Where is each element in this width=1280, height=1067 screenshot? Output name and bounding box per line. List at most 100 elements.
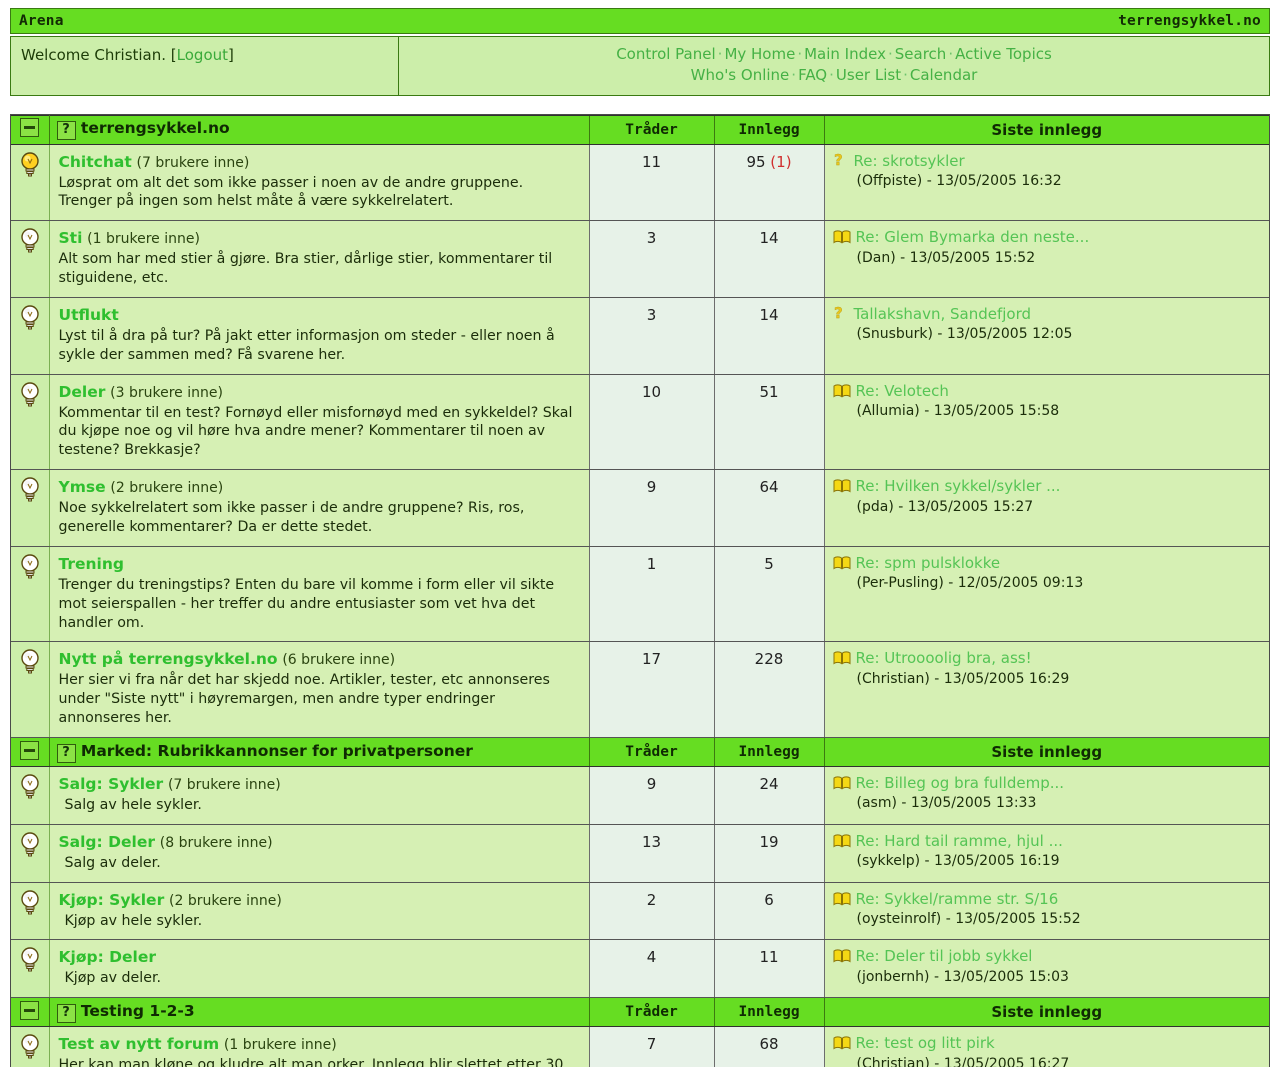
forum-link[interactable]: Kjøp: Sykler [58, 890, 165, 909]
forum-link[interactable]: Trening [58, 554, 125, 573]
forum-post-count: 5 [713, 546, 824, 643]
forum-row: Nytt på terrengsykkel.no (6 brukere inne… [11, 641, 1269, 739]
lightbulb-icon [21, 554, 39, 579]
forum-users-online: (1 brukere inne) [223, 1037, 337, 1054]
last-post-title-row: Re: Sykkel/ramme str. S/16 [833, 889, 1262, 909]
nav-my-home[interactable]: My Home [724, 45, 796, 63]
forum-link[interactable]: Salg: Deler [58, 832, 155, 851]
help-icon[interactable]: ? [56, 121, 76, 141]
lightbulb-icon [21, 1034, 39, 1059]
forum-name-cell: Sti (1 brukere inne) Alt som har med stie… [49, 220, 589, 298]
forum-users-online: (1 brukere inne) [87, 231, 200, 248]
book-icon [833, 230, 850, 244]
last-post-meta: (oysteinrolf) - 13/05/2005 15:52 [856, 911, 1081, 928]
last-post-link[interactable]: Re: Hard tail ramme, hjul ... [855, 831, 1063, 850]
book-icon [833, 556, 850, 570]
forum-name-cell: Salg: Sykler (7 brukere inne) Salg av hel… [49, 766, 589, 825]
forum-post-count: 19 [713, 824, 824, 883]
forum-link[interactable]: Kjøp: Deler [58, 948, 157, 967]
nav-sep: · [948, 45, 954, 63]
lightbulb-icon [21, 649, 39, 674]
last-post-link[interactable]: Re: Velotech [855, 381, 949, 400]
forum-description: Her sier vi fra når det har skjedd noe. … [58, 672, 550, 727]
last-post-link[interactable]: Re: skrotsykler [853, 151, 965, 170]
forum-row: Salg: Sykler (7 brukere inne) Salg av hel… [11, 766, 1269, 825]
category-collapse-button[interactable] [11, 114, 50, 145]
forum-last-post-cell: Re: Velotech (Allumia) - 13/05/2005 15:58 [823, 374, 1269, 471]
book-icon [833, 1036, 850, 1050]
forum-name-cell: Deler (3 brukere inne) Kommentar til en t… [49, 374, 589, 471]
last-post-link[interactable]: Re: Glem Bymarka den neste... [855, 228, 1090, 247]
board-name: Arena [19, 13, 64, 29]
forum-link[interactable]: Salg: Sykler [58, 775, 164, 794]
forum-last-post-cell: Re: Hvilken sykkel/sykler ... (pda) - 13/… [823, 469, 1269, 547]
forum-description: Kjøp av hele sykler. [64, 912, 203, 929]
last-post-link[interactable]: Re: Utroooolig bra, ass! [855, 649, 1032, 668]
forum-thread-count: 1 [588, 546, 714, 643]
last-post-link[interactable]: Re: Billeg og bra fulldemp... [855, 774, 1065, 793]
column-header-posts: Innlegg [713, 997, 824, 1028]
last-post-link[interactable]: Re: Deler til jobb sykkel [855, 947, 1033, 966]
book-icon [833, 651, 850, 665]
forum-link[interactable]: Test av nytt forum [58, 1035, 220, 1054]
forum-last-post-cell: Re: Hard tail ramme, hjul ... (sykkelp) -… [823, 824, 1269, 883]
book-icon [833, 776, 850, 790]
nav-main-index[interactable]: Main Index [804, 45, 886, 63]
minus-icon[interactable] [20, 740, 40, 760]
forum-thread-count: 7 [588, 1026, 714, 1067]
category-collapse-button[interactable] [11, 997, 50, 1028]
forum-link[interactable]: Deler [58, 382, 106, 401]
forum-status-cell [11, 939, 50, 999]
last-post-link[interactable]: Re: Sykkel/ramme str. S/16 [855, 889, 1059, 908]
help-icon[interactable]: ? [56, 743, 76, 763]
help-icon[interactable]: ? [56, 1003, 76, 1023]
svg-text:?: ? [834, 152, 843, 169]
forum-users-online: (6 brukere inne) [282, 652, 396, 669]
forum-status-cell [11, 824, 50, 883]
forum-name-cell: Ymse (2 brukere inne) Noe sykkelrelatert … [49, 469, 589, 547]
forum-row: Test av nytt forum (1 brukere inne) Her k… [11, 1026, 1269, 1067]
nav-calendar[interactable]: Calendar [909, 66, 978, 85]
column-header-last-post: Siste innlegg [823, 737, 1269, 768]
last-post-title-row: Re: Glem Bymarka den neste... [833, 227, 1262, 247]
forum-description: Noe sykkelrelatert som ikke passer i de … [58, 500, 525, 536]
forum-users-online: (8 brukere inne) [159, 834, 273, 851]
minus-icon[interactable] [20, 1000, 40, 1020]
last-post-meta: (sykkelp) - 13/05/2005 16:19 [856, 853, 1060, 870]
nav-sep: · [887, 45, 893, 63]
logout-link[interactable]: Logout [176, 46, 229, 64]
book-icon [833, 949, 850, 963]
forum-post-count: 228 [713, 641, 824, 739]
nav-faq[interactable]: FAQ [798, 66, 828, 85]
lightbulb-icon [21, 832, 39, 857]
category-title-cell: ? Testing 1-2-3 [49, 997, 589, 1028]
last-post-link[interactable]: Tallakshavn, Sandefjord [853, 304, 1032, 323]
forum-link[interactable]: Utflukt [58, 305, 119, 324]
forum-thread-count: 13 [588, 824, 714, 883]
lightbulb-icon [21, 381, 39, 407]
forum-link[interactable]: Chitchat [58, 152, 132, 171]
nav-user-list[interactable]: User List [835, 66, 902, 85]
forum-thread-count: 9 [588, 766, 714, 825]
lightbulb-icon [21, 774, 39, 799]
minus-icon[interactable] [20, 118, 40, 138]
forum-link[interactable]: Sti [58, 229, 83, 248]
nav-whos-online[interactable]: Who's Online [690, 66, 790, 85]
nav-sep: · [717, 45, 723, 63]
forum-users-online: (3 brukere inne) [110, 384, 223, 401]
forum-link[interactable]: Ymse [58, 478, 106, 497]
book-icon [833, 834, 850, 848]
forum-link[interactable]: Nytt på terrengsykkel.no [58, 650, 278, 669]
last-post-link[interactable]: Re: Hvilken sykkel/sykler ... [855, 477, 1061, 496]
last-post-link[interactable]: Re: spm pulsklokke [855, 553, 1001, 572]
nav-active-topics[interactable]: Active Topics [955, 45, 1052, 63]
nav-search[interactable]: Search [894, 45, 947, 63]
nav-control-panel[interactable]: Control Panel [616, 45, 716, 63]
forum-row: Sti (1 brukere inne) Alt som har med stie… [11, 220, 1269, 298]
forum-name-cell: Salg: Deler (8 brukere inne) Salg av dele… [49, 824, 589, 883]
forum-post-count: 14 [713, 220, 824, 298]
forum-row: Kjøp: Deler Kjøp av deler. 4 11 Re: Deler ti… [11, 939, 1269, 999]
last-post-link[interactable]: Re: test og litt pirk [855, 1034, 995, 1053]
forum-thread-count: 3 [588, 220, 714, 298]
category-collapse-button[interactable] [11, 737, 50, 768]
